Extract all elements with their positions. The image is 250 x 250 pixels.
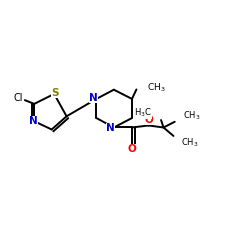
- Text: S: S: [51, 88, 59, 99]
- Text: Cl: Cl: [14, 93, 23, 103]
- Text: CH$_3$: CH$_3$: [184, 110, 201, 122]
- Text: O: O: [127, 144, 136, 154]
- Text: N: N: [29, 116, 38, 126]
- Text: N: N: [89, 93, 98, 103]
- Text: H$_3$C: H$_3$C: [134, 107, 152, 119]
- Text: CH$_3$: CH$_3$: [147, 81, 166, 94]
- Text: CH$_3$: CH$_3$: [181, 137, 198, 149]
- Text: N: N: [106, 123, 115, 133]
- Text: O: O: [145, 115, 154, 125]
